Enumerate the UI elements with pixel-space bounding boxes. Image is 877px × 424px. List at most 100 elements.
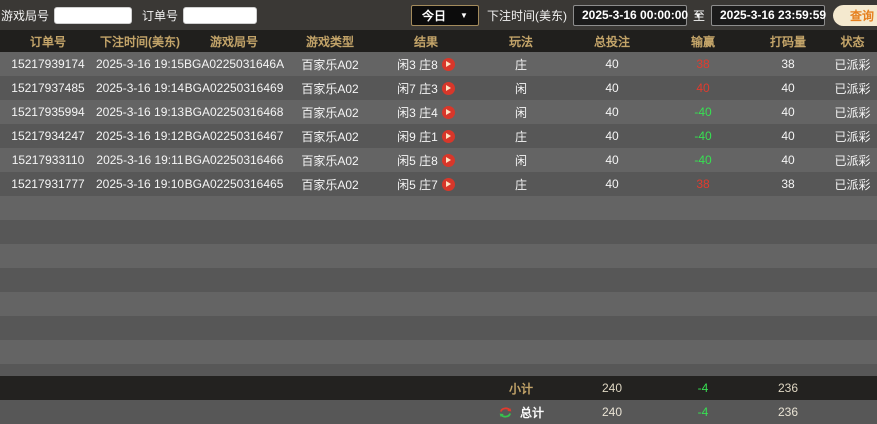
start-time-select[interactable]: 2025-3-16 00:00:00 ▼ xyxy=(572,4,702,26)
order-no-label: 订单号 xyxy=(142,8,179,23)
replay-play-icon[interactable] xyxy=(441,129,455,143)
round-no-cell: BGA02250316466 xyxy=(184,153,284,167)
bet-time-cell: 2025-3-16 19:14 xyxy=(96,81,184,95)
status-cell: 已派彩 xyxy=(834,177,871,192)
table-row: 15217939174 2025-3-16 19:15 BGA022503164… xyxy=(0,52,877,76)
round-no-cell: BGA02250316465 xyxy=(184,177,284,191)
date-range-select[interactable]: 今日 ▼ xyxy=(410,4,479,26)
result-cell: 闲3 庄8 xyxy=(376,56,476,73)
replay-play-icon[interactable] xyxy=(441,105,455,119)
order-no-cell: 15217931777 xyxy=(11,177,85,191)
play-triangle xyxy=(446,85,452,91)
total-label: 总计 xyxy=(519,405,544,420)
result-text: 闲5 庄7 xyxy=(397,177,438,192)
game-round-input[interactable] xyxy=(54,6,133,24)
total-bet-cell: 40 xyxy=(605,57,619,71)
round-no-cell: BGA02250316467 xyxy=(184,129,284,143)
turnover-cell: 40 xyxy=(781,153,795,167)
order-no-cell: 15217939174 xyxy=(11,57,85,71)
total-turnover: 236 xyxy=(777,405,799,419)
result-cell: 闲5 庄7 xyxy=(376,176,476,193)
win-loss-cell: 38 xyxy=(696,57,710,71)
to-label: 至 xyxy=(692,8,705,23)
play-cell: 庄 xyxy=(514,57,527,72)
order-no-input[interactable] xyxy=(183,6,258,24)
table-row: 15217935994 2025-3-16 19:13 BGA022503164… xyxy=(0,100,877,124)
play-cell: 闲 xyxy=(514,153,527,168)
table-row: 15217934247 2025-3-16 19:12 BGA022503164… xyxy=(0,124,877,148)
result-cell: 闲5 庄8 xyxy=(376,152,476,169)
col-header-bet-time: 下注时间(美东) xyxy=(100,34,180,49)
play-cell: 庄 xyxy=(514,129,527,144)
total-row: 总计 240 -4 236 xyxy=(0,400,877,424)
status-cell: 已派彩 xyxy=(834,105,871,120)
play-cell: 闲 xyxy=(514,105,527,120)
win-loss-cycle-icon[interactable] xyxy=(498,405,513,420)
subtotal-turnover: 236 xyxy=(777,381,799,395)
bet-time-label: 下注时间(美东) xyxy=(486,8,567,23)
turnover-cell: 40 xyxy=(781,81,795,95)
replay-play-icon[interactable] xyxy=(441,153,455,167)
col-header-turnover: 打码量 xyxy=(769,34,806,49)
col-header-order-no: 订单号 xyxy=(29,34,66,49)
status-cell: 已派彩 xyxy=(834,57,871,72)
status-cell: 已派彩 xyxy=(834,129,871,144)
total-bet-cell: 40 xyxy=(605,177,619,191)
round-no-cell: BGA0225031646A xyxy=(184,57,284,71)
game-round-label: 游戏局号 xyxy=(1,8,50,23)
subtotal-win-loss: -4 xyxy=(697,381,709,395)
game-type-cell: 百家乐A02 xyxy=(301,105,359,120)
result-cell: 闲3 庄4 xyxy=(376,104,476,121)
replay-play-icon[interactable] xyxy=(441,177,455,191)
turnover-cell: 38 xyxy=(781,177,795,191)
round-no-cell: BGA02250316468 xyxy=(184,105,284,119)
play-triangle xyxy=(446,133,452,139)
col-header-result: 结果 xyxy=(413,34,438,49)
game-type-cell: 百家乐A02 xyxy=(301,129,359,144)
empty-rows-area xyxy=(0,196,877,376)
replay-play-icon[interactable] xyxy=(441,57,455,71)
game-type-cell: 百家乐A02 xyxy=(301,177,359,192)
play-triangle xyxy=(446,181,452,187)
table-row: 15217931777 2025-3-16 19:10 BGA022503164… xyxy=(0,172,877,196)
bet-time-cell: 2025-3-16 19:13 xyxy=(96,105,184,119)
win-loss-cell: -40 xyxy=(694,105,712,119)
chevron-down-icon: ▼ xyxy=(460,10,468,20)
turnover-cell: 40 xyxy=(781,129,795,143)
replay-play-icon[interactable] xyxy=(441,81,455,95)
total-bet-cell: 40 xyxy=(605,129,619,143)
result-text: 闲9 庄1 xyxy=(397,129,438,144)
filter-right-group: 今日 ▼ 下注时间(美东) 2025-3-16 00:00:00 ▼ 至 202… xyxy=(410,4,877,26)
col-header-win-loss: 输赢 xyxy=(690,34,715,49)
filter-bar: 游戏局号 订单号 今日 ▼ 下注时间(美东) 2025-3-16 00:00:0… xyxy=(0,0,877,30)
total-total-bet: 240 xyxy=(601,405,623,419)
subtotal-row: 小计 240 -4 236 xyxy=(0,376,877,400)
col-header-round-no: 游戏局号 xyxy=(209,34,258,49)
query-button[interactable]: 查询 xyxy=(833,4,877,26)
order-no-cell: 15217935994 xyxy=(11,105,85,119)
order-no-cell: 15217934247 xyxy=(11,129,85,143)
bet-time-cell: 2025-3-16 19:10 xyxy=(96,177,184,191)
result-text: 闲3 庄4 xyxy=(397,105,438,120)
col-header-total-bet: 总投注 xyxy=(593,34,630,49)
result-cell: 闲9 庄1 xyxy=(376,128,476,145)
total-win-loss: -4 xyxy=(697,405,709,419)
game-type-cell: 百家乐A02 xyxy=(301,153,359,168)
total-label-cell: 总计 xyxy=(476,404,566,421)
table-body: 15217939174 2025-3-16 19:15 BGA022503164… xyxy=(0,52,877,196)
total-bet-cell: 40 xyxy=(605,105,619,119)
end-time-select[interactable]: 2025-3-16 23:59:59 ▼ xyxy=(711,4,840,26)
play-triangle xyxy=(446,61,452,67)
play-cell: 庄 xyxy=(514,177,527,192)
table-header: 订单号 下注时间(美东) 游戏局号 游戏类型 结果 玩法 总投注 输赢 打码量 … xyxy=(0,30,877,52)
win-loss-cell: 38 xyxy=(696,177,710,191)
bet-time-cell: 2025-3-16 19:11 xyxy=(96,153,184,167)
win-loss-cell: -40 xyxy=(694,129,712,143)
result-text: 闲5 庄8 xyxy=(397,153,438,168)
end-time-value: 2025-3-16 23:59:59 xyxy=(720,8,827,22)
round-no-cell: BGA02250316469 xyxy=(184,81,284,95)
result-text: 闲3 庄8 xyxy=(397,57,438,72)
game-type-cell: 百家乐A02 xyxy=(301,57,359,72)
play-triangle xyxy=(446,157,452,163)
win-loss-cell: 40 xyxy=(696,81,710,95)
